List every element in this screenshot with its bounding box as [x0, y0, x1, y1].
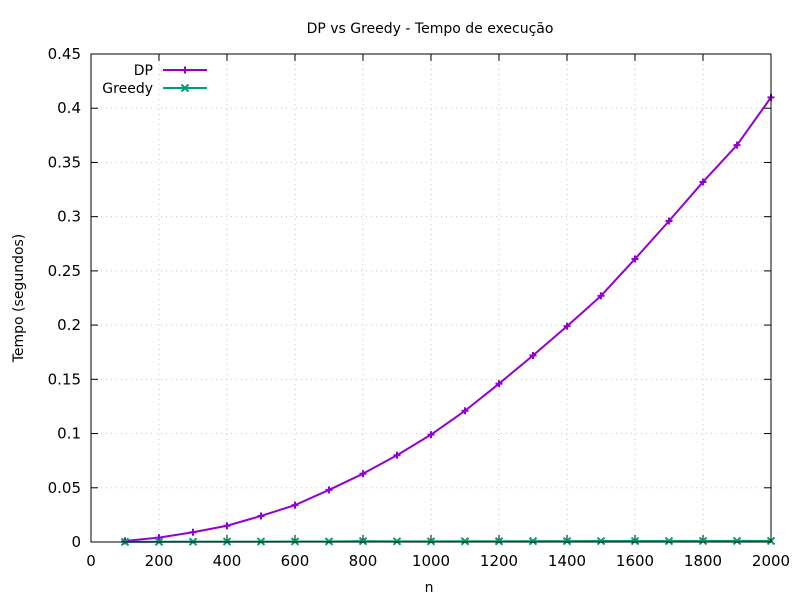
- y-tick-label: 0.1: [57, 425, 81, 443]
- data-point-greedy: [460, 537, 470, 546]
- data-point-dp: [155, 534, 163, 542]
- legend-marker-point-greedy: [180, 83, 190, 93]
- data-point-greedy: [528, 536, 538, 546]
- y-tick-label: 0.45: [48, 45, 81, 63]
- chart-title: DP vs Greedy - Tempo de execução: [307, 21, 554, 37]
- legend-marker-point-dp: [181, 66, 189, 74]
- y-tick-label: 0.35: [48, 153, 81, 171]
- data-point-dp: [495, 380, 503, 388]
- data-point-greedy: [732, 536, 742, 546]
- data-point-dp: [359, 470, 367, 478]
- y-tick-label: 0.05: [48, 479, 81, 497]
- x-tick-label: 1400: [548, 552, 586, 570]
- data-point-greedy: [426, 537, 436, 546]
- x-tick-label: 600: [281, 552, 310, 570]
- series-lines: [120, 93, 776, 547]
- data-point-dp: [257, 512, 265, 520]
- x-tick-label: 1600: [616, 552, 654, 570]
- y-tick-label: 0.4: [57, 99, 81, 117]
- x-tick-label: 1200: [480, 552, 518, 570]
- data-point-dp: [699, 178, 707, 186]
- data-point-dp: [461, 407, 469, 415]
- data-point-dp: [393, 451, 401, 459]
- y-axis-label: Tempo (segundos): [11, 234, 27, 364]
- data-point-dp: [631, 255, 639, 263]
- data-point-greedy: [630, 536, 640, 546]
- data-point-dp: [563, 322, 571, 330]
- data-point-dp: [733, 141, 741, 149]
- data-point-greedy: [494, 537, 504, 546]
- data-point-greedy: [392, 537, 402, 546]
- data-point-greedy: [290, 537, 300, 546]
- x-tick-label: 400: [213, 552, 242, 570]
- legend-label-dp: DP: [134, 63, 153, 79]
- y-tick-label: 0.25: [48, 262, 81, 280]
- y-tick-label: 0.2: [57, 316, 81, 334]
- x-tick-label: 2000: [752, 552, 790, 570]
- x-tick-label: 1000: [412, 552, 450, 570]
- data-point-dp: [427, 431, 435, 439]
- grid-lines: [91, 54, 771, 542]
- legend-marker-greedy: [180, 83, 190, 93]
- data-point-dp: [291, 501, 299, 509]
- legend-label-greedy: Greedy: [102, 81, 153, 97]
- data-point-greedy: [562, 536, 572, 546]
- data-point-dp: [223, 522, 231, 530]
- data-point-dp: [189, 528, 197, 536]
- y-tick-label: 0.15: [48, 370, 81, 388]
- data-point-dp: [597, 292, 605, 300]
- data-point-dp: [529, 351, 537, 359]
- data-point-greedy: [324, 537, 334, 546]
- x-tick-label: 1800: [684, 552, 722, 570]
- data-point-greedy: [664, 536, 674, 546]
- x-tick-label: 800: [349, 552, 378, 570]
- x-axis-label: n: [425, 580, 434, 596]
- data-point-dp: [325, 486, 333, 494]
- y-tick-label: 0: [71, 533, 81, 551]
- x-tick-label: 0: [86, 552, 96, 570]
- y-tick-labels: 0 0.05 0.1 0.15 0.2 0.25 0.3 0.35 0.4 0.45: [48, 45, 81, 551]
- data-point-greedy: [698, 536, 708, 546]
- data-point-dp: [665, 217, 673, 225]
- legend: DP Greedy: [102, 63, 207, 97]
- x-tick-label: 200: [145, 552, 174, 570]
- x-tick-labels: 0 200 400 600 800 1000 1200 1400 1600 1800 2000: [86, 552, 790, 570]
- tick-marks: [90, 53, 772, 543]
- data-point-greedy: [358, 536, 368, 546]
- legend-marker-dp: [181, 66, 189, 74]
- y-tick-label: 0.3: [57, 208, 81, 226]
- series-line-dp: [124, 96, 772, 542]
- data-point-greedy: [596, 536, 606, 546]
- plot-border: [90, 53, 772, 543]
